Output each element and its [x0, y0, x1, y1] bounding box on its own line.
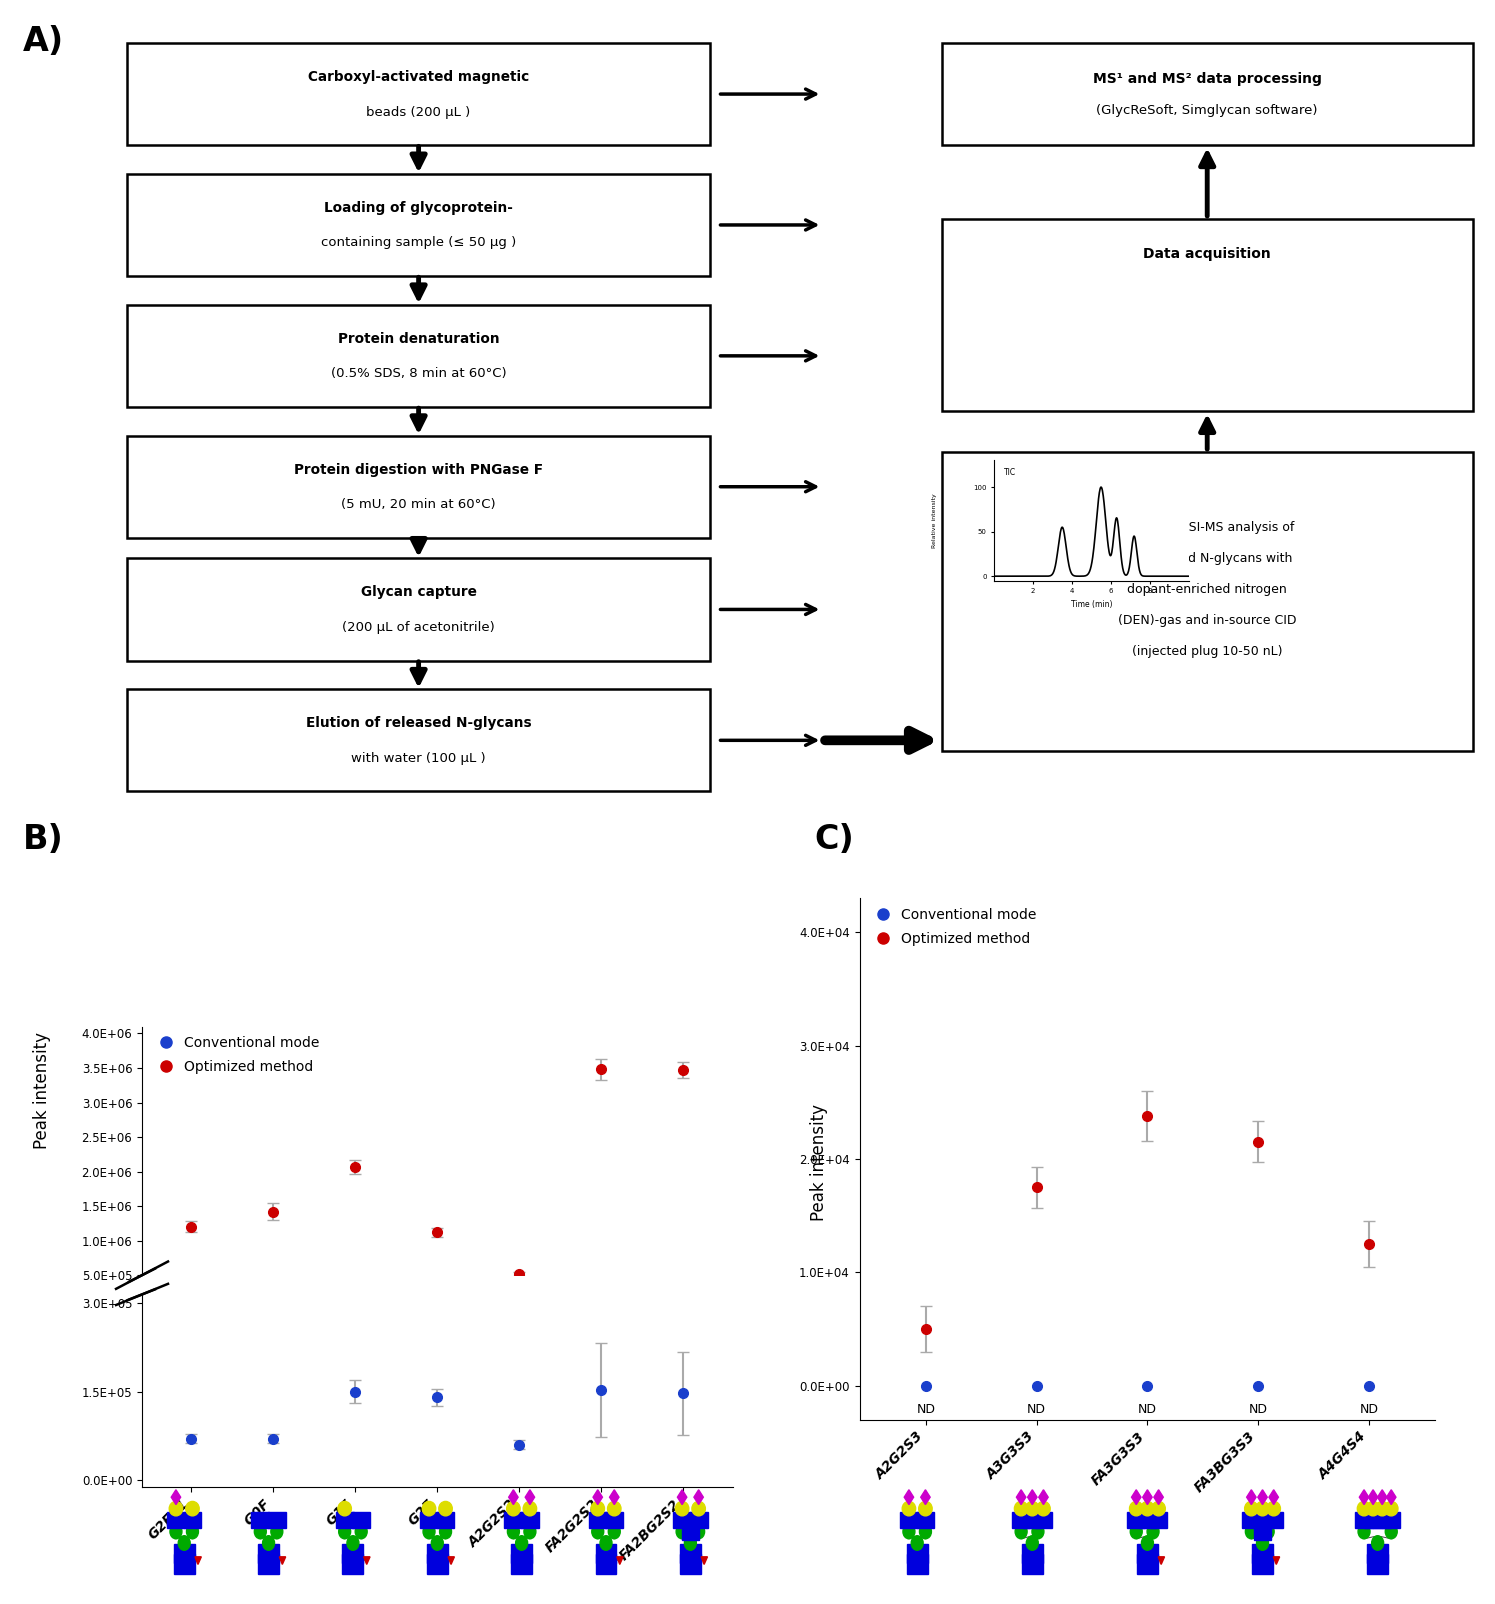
X-axis label: Time (min): Time (min)	[1070, 600, 1112, 610]
Text: Loading of glycoprotein-: Loading of glycoprotein-	[324, 200, 513, 215]
Text: dopant-enriched nitrogen: dopant-enriched nitrogen	[1127, 584, 1287, 597]
Text: Relative intensity: Relative intensity	[931, 492, 937, 549]
Text: Elution of released N-glycans: Elution of released N-glycans	[306, 715, 531, 730]
Text: with water (100 μL ): with water (100 μL )	[351, 752, 486, 765]
Text: Glycan capture: Glycan capture	[360, 585, 477, 600]
Legend: Conventional mode, Optimized method: Conventional mode, Optimized method	[150, 1033, 321, 1076]
Text: Peak intensity: Peak intensity	[33, 1033, 51, 1148]
Text: Protein denaturation: Protein denaturation	[338, 332, 499, 346]
Text: (5 mU, 20 min at 60°C): (5 mU, 20 min at 60°C)	[341, 499, 496, 512]
Text: Peak intensity: Peak intensity	[810, 1105, 828, 1221]
Text: Data acquisition: Data acquisition	[1144, 247, 1271, 260]
Text: MS¹ and MS² data processing: MS¹ and MS² data processing	[1093, 72, 1322, 87]
Text: Protein digestion with PNGase F: Protein digestion with PNGase F	[295, 462, 543, 476]
Legend: Conventional mode, Optimized method: Conventional mode, Optimized method	[867, 905, 1039, 948]
Text: (0.5% SDS, 8 min at 60°C): (0.5% SDS, 8 min at 60°C)	[330, 367, 507, 380]
Text: C): C)	[815, 823, 855, 857]
Text: (GlycReSoft, Simglycan software): (GlycReSoft, Simglycan software)	[1096, 104, 1319, 117]
FancyBboxPatch shape	[127, 690, 710, 791]
FancyBboxPatch shape	[942, 43, 1473, 146]
FancyBboxPatch shape	[127, 173, 710, 276]
Text: ND: ND	[1359, 1402, 1378, 1416]
Text: TIC: TIC	[1005, 468, 1017, 476]
FancyBboxPatch shape	[127, 558, 710, 661]
FancyBboxPatch shape	[127, 436, 710, 537]
Text: (200 μL of acetonitrile): (200 μL of acetonitrile)	[342, 621, 495, 634]
Text: non-labeled N-glycans with: non-labeled N-glycans with	[1123, 552, 1292, 565]
Text: ND: ND	[1027, 1402, 1046, 1416]
FancyBboxPatch shape	[942, 218, 1473, 411]
Text: ND: ND	[1248, 1402, 1268, 1416]
Text: Carboxyl-activated magnetic: Carboxyl-activated magnetic	[308, 71, 529, 83]
Text: B): B)	[22, 823, 63, 857]
Text: containing sample (≤ 50 μg ): containing sample (≤ 50 μg )	[321, 236, 516, 250]
Text: ND: ND	[1138, 1402, 1157, 1416]
Text: A): A)	[22, 24, 64, 58]
Text: CZE-nanoESI-MS analysis of: CZE-nanoESI-MS analysis of	[1120, 521, 1295, 534]
Text: ND: ND	[916, 1402, 936, 1416]
Text: (injected plug 10-50 nL): (injected plug 10-50 nL)	[1132, 645, 1283, 659]
FancyBboxPatch shape	[127, 305, 710, 407]
FancyBboxPatch shape	[942, 452, 1473, 751]
Text: beads (200 μL ): beads (200 μL )	[366, 106, 471, 119]
Text: (DEN)-gas and in-source CID: (DEN)-gas and in-source CID	[1118, 614, 1296, 627]
FancyBboxPatch shape	[127, 43, 710, 146]
